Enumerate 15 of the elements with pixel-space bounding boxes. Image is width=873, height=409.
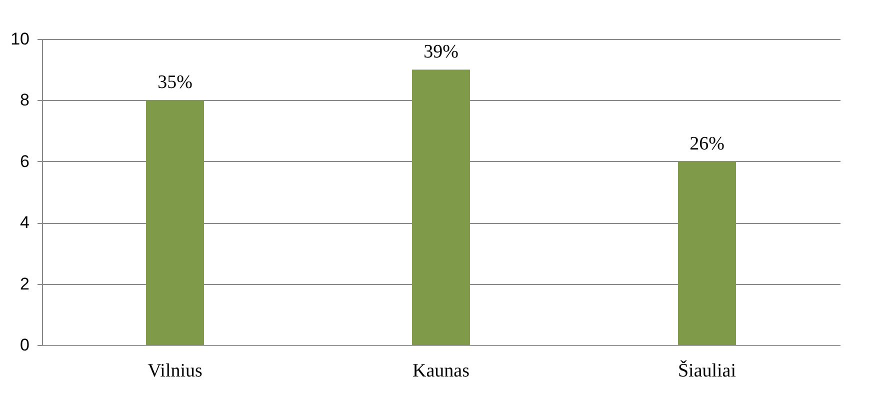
bar bbox=[146, 100, 204, 345]
bar bbox=[412, 70, 470, 345]
annotation: 26% bbox=[690, 133, 725, 154]
x-tick-label: Vilnius bbox=[148, 360, 202, 382]
y-tick-label: 6 bbox=[20, 152, 30, 171]
annotation: 35% bbox=[158, 72, 193, 94]
y-tick-label: 4 bbox=[20, 213, 30, 232]
bar bbox=[678, 161, 736, 345]
y-tick-label: 8 bbox=[20, 90, 30, 110]
y-tick-label: 0 bbox=[20, 336, 30, 354]
x-tick-label: Kaunas bbox=[412, 360, 470, 382]
x-tick-label: Šiauliai bbox=[678, 360, 736, 382]
y-tick-label: 2 bbox=[20, 274, 30, 294]
annotation: 39% bbox=[424, 42, 459, 63]
y-tick-label: 10 bbox=[10, 30, 30, 48]
